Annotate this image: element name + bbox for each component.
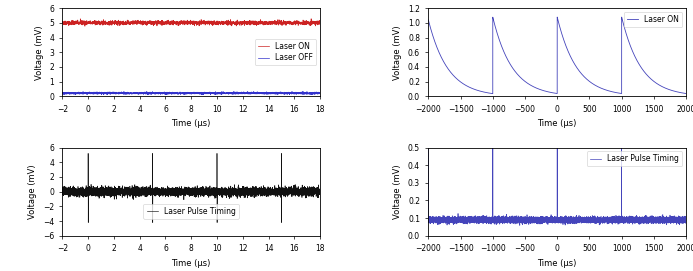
Laser OFF	[103, 91, 111, 95]
Laser ON	[283, 21, 292, 24]
Laser Pulse Timing	[635, 217, 644, 220]
Laser Pulse Timing	[489, 219, 498, 222]
Laser ON	[58, 21, 67, 24]
Laser ON	[80, 25, 89, 28]
Laser OFF	[316, 92, 324, 95]
Laser Pulse Timing	[653, 221, 661, 224]
Laser ON	[316, 21, 324, 25]
Laser Pulse Timing	[672, 221, 680, 224]
Laser OFF	[211, 93, 220, 96]
Laser ON	[307, 17, 315, 20]
X-axis label: Time (μs): Time (μs)	[172, 259, 211, 268]
Laser Pulse Timing	[450, 219, 458, 222]
Laser OFF	[157, 91, 166, 94]
Laser OFF	[311, 92, 319, 95]
Line: Laser OFF: Laser OFF	[62, 91, 320, 95]
Laser ON	[424, 18, 432, 21]
Laser ON	[157, 23, 166, 27]
Laser ON	[489, 18, 498, 22]
Legend: Laser ON, Laser OFF: Laser ON, Laser OFF	[255, 39, 316, 66]
Laser ON	[553, 15, 561, 19]
Laser OFF	[58, 92, 67, 96]
Y-axis label: Voltage (mV): Voltage (mV)	[394, 25, 403, 80]
Line: Laser Pulse Timing: Laser Pulse Timing	[428, 147, 686, 225]
Legend: Laser Pulse Timing: Laser Pulse Timing	[587, 151, 682, 166]
Y-axis label: Voltage (mV): Voltage (mV)	[394, 164, 403, 219]
Laser Pulse Timing	[71, 191, 80, 194]
Laser ON	[103, 21, 112, 24]
Laser Pulse Timing	[516, 224, 524, 227]
Laser Pulse Timing	[424, 146, 432, 149]
Laser ON	[629, 52, 638, 55]
Laser Pulse Timing	[263, 190, 272, 193]
Y-axis label: Voltage (mV): Voltage (mV)	[35, 25, 44, 80]
Laser ON	[168, 21, 177, 25]
Laser ON	[653, 82, 661, 85]
Laser Pulse Timing	[84, 221, 92, 224]
Laser Pulse Timing	[84, 152, 92, 155]
Y-axis label: Voltage (mV): Voltage (mV)	[28, 164, 37, 219]
Line: Laser ON: Laser ON	[428, 17, 686, 94]
Laser Pulse Timing	[249, 191, 258, 194]
X-axis label: Time (μs): Time (μs)	[538, 119, 577, 128]
Laser OFF	[168, 92, 177, 96]
X-axis label: Time (μs): Time (μs)	[538, 259, 577, 268]
Laser ON	[88, 22, 96, 25]
X-axis label: Time (μs): Time (μs)	[172, 119, 211, 128]
Laser Pulse Timing	[316, 190, 324, 193]
Laser OFF	[87, 92, 96, 95]
Laser Pulse Timing	[222, 187, 230, 191]
Laser Pulse Timing	[211, 197, 219, 200]
Laser Pulse Timing	[152, 192, 160, 195]
Laser ON	[450, 74, 458, 78]
Laser Pulse Timing	[629, 217, 638, 220]
Laser ON	[682, 92, 690, 95]
Laser Pulse Timing	[58, 192, 67, 196]
Laser Pulse Timing	[682, 219, 690, 222]
Laser ON	[311, 21, 319, 24]
Legend: Laser Pulse Timing: Laser Pulse Timing	[143, 204, 239, 219]
Line: Laser ON: Laser ON	[62, 19, 320, 26]
Laser OFF	[283, 92, 292, 95]
Legend: Laser ON: Laser ON	[624, 12, 682, 27]
Line: Laser Pulse Timing: Laser Pulse Timing	[62, 153, 320, 222]
Laser ON	[635, 64, 644, 67]
Laser ON	[489, 92, 497, 95]
Laser ON	[672, 90, 680, 93]
Laser OFF	[120, 90, 128, 93]
